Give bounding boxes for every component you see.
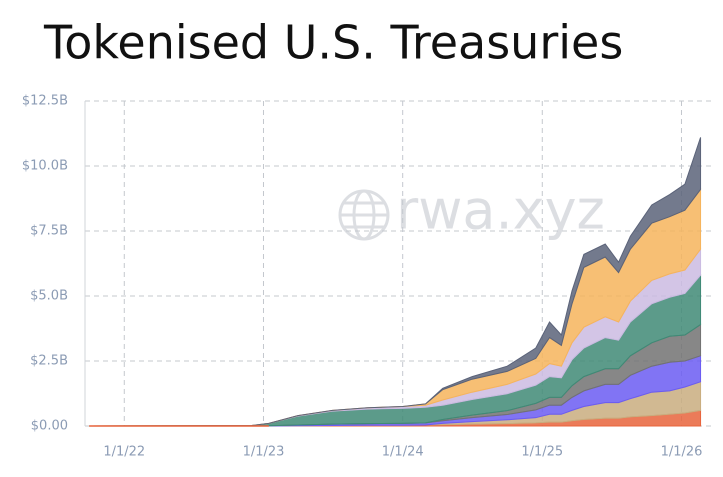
watermark: rwa.xyz — [396, 179, 605, 242]
x-tick-label: 1/1/25 — [521, 445, 563, 460]
y-tick-label: $10.0B — [22, 159, 68, 174]
y-tick-label: $7.5B — [30, 224, 68, 239]
y-tick-label: $2.5B — [30, 354, 68, 369]
area — [89, 137, 702, 427]
y-tick-label: $12.5B — [22, 94, 68, 109]
x-tick-label: 1/1/26 — [661, 445, 703, 460]
chart-title: Tokenised U.S. Treasuries — [43, 16, 623, 70]
y-tick-label: $5.0B — [30, 289, 68, 304]
x-tick-label: 1/1/23 — [243, 445, 285, 460]
y-tick-label: $0.00 — [31, 419, 68, 434]
x-tick-label: 1/1/24 — [382, 445, 424, 460]
watermark-icon — [338, 189, 390, 241]
x-tick-label: 1/1/22 — [103, 445, 145, 460]
